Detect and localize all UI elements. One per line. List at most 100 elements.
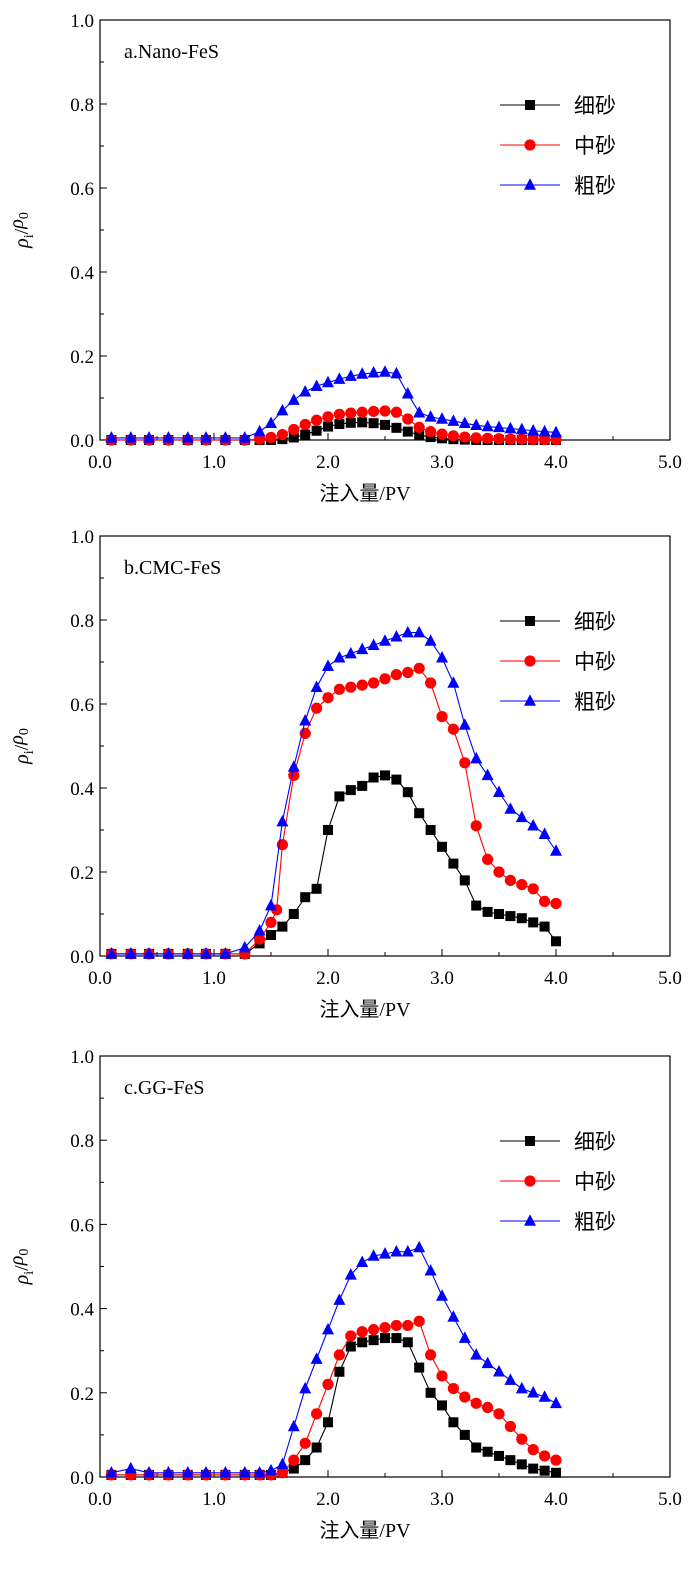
data-point (504, 802, 517, 814)
legend-marker (524, 655, 536, 667)
data-point (505, 911, 516, 922)
data-point (345, 785, 356, 796)
data-point (459, 1429, 470, 1440)
data-point (482, 1401, 494, 1414)
data-point (539, 1450, 551, 1462)
data-point (276, 1467, 288, 1479)
data-point (357, 417, 368, 428)
data-point (550, 425, 562, 438)
data-point (493, 1408, 505, 1420)
x-tick-label: 5.0 (658, 1489, 682, 1510)
legend-marker (525, 1136, 535, 1146)
series-line (111, 632, 557, 955)
data-point (300, 1455, 311, 1466)
x-axis-title: 注入量/PV (319, 1519, 411, 1542)
data-point (367, 638, 380, 650)
chart-panel-2: 0.0 1.0 2.0 3.0 4.0 5.0 0.0 0.2 0.4 0.6 0.8 1.0 注入量/… (6, 1047, 682, 1542)
data-point (345, 681, 357, 693)
data-point (288, 432, 299, 443)
data-point (323, 421, 333, 432)
y-tick-label: 0.8 (70, 1131, 94, 1152)
data-point (310, 379, 323, 391)
data-point (334, 791, 345, 802)
data-point (401, 1245, 414, 1257)
data-point (380, 1333, 390, 1344)
data-point (310, 680, 323, 692)
x-tick-label: 5.0 (658, 452, 682, 473)
data-point (345, 407, 357, 419)
data-point (413, 1315, 425, 1327)
data-point (287, 1419, 300, 1432)
y-tick-label: 0.4 (70, 1300, 94, 1321)
data-point (344, 646, 357, 659)
data-point (238, 940, 251, 953)
data-point (493, 433, 505, 445)
data-point (538, 827, 551, 839)
x-tick-label: 2.0 (316, 452, 340, 473)
series-1 (105, 662, 562, 960)
data-point (402, 666, 414, 679)
x-tick-label: 1.0 (202, 1489, 226, 1510)
data-point (105, 1466, 118, 1478)
data-point (219, 947, 232, 959)
data-point (323, 825, 333, 835)
x-tick-label: 4.0 (544, 1489, 568, 1510)
data-point (413, 421, 425, 433)
data-point (276, 1457, 289, 1470)
data-point (253, 1466, 266, 1478)
x-tick-label: 4.0 (544, 452, 568, 473)
data-point (299, 714, 312, 726)
data-point (425, 426, 437, 438)
data-point (162, 1466, 175, 1478)
data-point (124, 947, 137, 959)
y-tick-label: 1.0 (70, 11, 94, 32)
data-point (437, 1400, 447, 1411)
data-point (299, 1437, 311, 1449)
data-point (143, 1466, 156, 1478)
data-point (311, 425, 322, 436)
data-point (323, 1417, 333, 1428)
data-point (265, 898, 277, 911)
data-point (425, 825, 436, 835)
series-2 (105, 365, 562, 443)
data-point (345, 417, 356, 428)
data-point (527, 883, 539, 895)
data-point (424, 634, 437, 646)
data-point (551, 1467, 561, 1478)
data-point (515, 1381, 528, 1394)
data-point (504, 1420, 516, 1433)
data-point (368, 772, 379, 783)
data-point (447, 676, 460, 688)
data-point (425, 1349, 437, 1361)
y-tick-label: 0.8 (70, 611, 94, 632)
data-point (539, 1465, 550, 1476)
legend-marker (525, 616, 535, 626)
data-point (322, 692, 334, 704)
data-point (539, 921, 550, 932)
data-point (357, 780, 368, 791)
y-tick-label: 0.8 (70, 95, 94, 116)
data-point (253, 924, 266, 936)
y-tick-label: 0.6 (70, 179, 94, 200)
data-point (265, 1463, 277, 1476)
data-point (516, 913, 527, 924)
data-point (504, 874, 516, 887)
data-point (333, 408, 345, 420)
x-tick-label: 0.0 (88, 968, 112, 989)
data-point (470, 432, 482, 444)
data-point (333, 1349, 345, 1361)
data-point (238, 1466, 251, 1478)
data-point (538, 1390, 551, 1402)
data-point (493, 420, 505, 433)
data-point (390, 406, 402, 418)
data-point (551, 936, 561, 947)
data-point (311, 1408, 323, 1420)
x-tick-label: 0.0 (88, 1489, 112, 1510)
data-point (322, 659, 334, 671)
data-point (200, 947, 213, 959)
data-point (482, 432, 494, 444)
data-point (402, 1337, 413, 1348)
x-tick-label: 3.0 (430, 452, 454, 473)
data-point (345, 1341, 356, 1352)
data-point (300, 429, 311, 440)
